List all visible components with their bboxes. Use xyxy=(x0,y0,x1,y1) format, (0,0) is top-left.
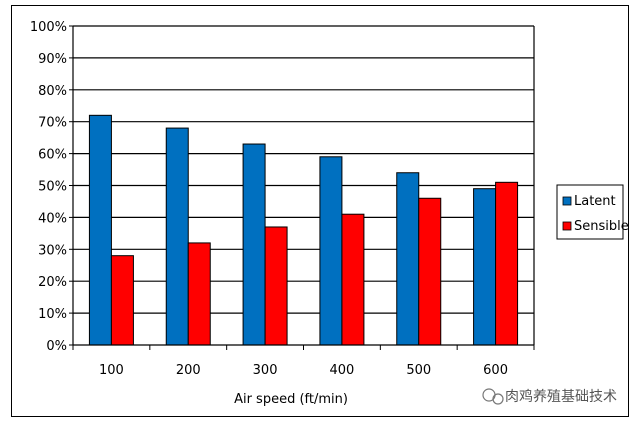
x-tick-label: 300 xyxy=(253,363,278,378)
x-tick-label: 600 xyxy=(483,363,508,378)
x-tick-label: 400 xyxy=(330,363,355,378)
watermark-text: 肉鸡养殖基础技术 xyxy=(505,388,617,405)
y-tick-label: 0% xyxy=(46,339,67,354)
y-tick-label: 90% xyxy=(38,52,67,67)
legend: Latent Sensible xyxy=(556,184,629,240)
y-tick-label: 60% xyxy=(38,148,67,163)
wechat-icon xyxy=(482,388,504,405)
legend-label-latent: Latent xyxy=(574,194,616,209)
y-tick-label: 10% xyxy=(38,307,67,322)
y-tick-label: 80% xyxy=(38,84,67,99)
bar-latent-500 xyxy=(396,172,420,346)
bar-sensible-600 xyxy=(495,181,519,346)
bars xyxy=(88,114,519,346)
x-tick-label: 500 xyxy=(406,363,431,378)
gridlines xyxy=(69,25,534,346)
x-tick-label: 200 xyxy=(176,363,201,378)
axes xyxy=(72,26,535,350)
y-tick-label: 20% xyxy=(38,275,67,290)
legend-label-sensible: Sensible xyxy=(574,219,629,234)
legend-swatch-latent xyxy=(562,196,572,206)
y-tick-label: 50% xyxy=(38,180,67,195)
x-tick-labels: 100 200 300 400 500 600 xyxy=(99,363,508,378)
bar-sensible-100 xyxy=(110,255,134,346)
legend-swatch-sensible xyxy=(562,221,572,231)
y-tick-label: 40% xyxy=(38,211,67,226)
bar-latent-600 xyxy=(473,188,497,346)
bar-latent-400 xyxy=(319,156,343,346)
watermark: 肉鸡养殖基础技术 xyxy=(482,388,617,405)
bar-sensible-400 xyxy=(341,213,365,346)
x-axis-title: Air speed (ft/min) xyxy=(234,392,348,407)
y-tick-label: 30% xyxy=(38,243,67,258)
x-tick-label: 100 xyxy=(99,363,124,378)
bar-latent-100 xyxy=(88,114,112,346)
bar-sensible-500 xyxy=(418,197,442,346)
bar-latent-200 xyxy=(165,127,189,346)
bar-sensible-200 xyxy=(187,242,211,346)
y-tick-labels: 0% 10% 20% 30% 40% 50% 60% 70% 80% 90% 100% xyxy=(30,20,67,354)
bar-sensible-300 xyxy=(264,226,288,346)
y-tick-label: 100% xyxy=(30,20,67,35)
bar-latent-300 xyxy=(242,143,266,346)
y-tick-label: 70% xyxy=(38,116,67,131)
